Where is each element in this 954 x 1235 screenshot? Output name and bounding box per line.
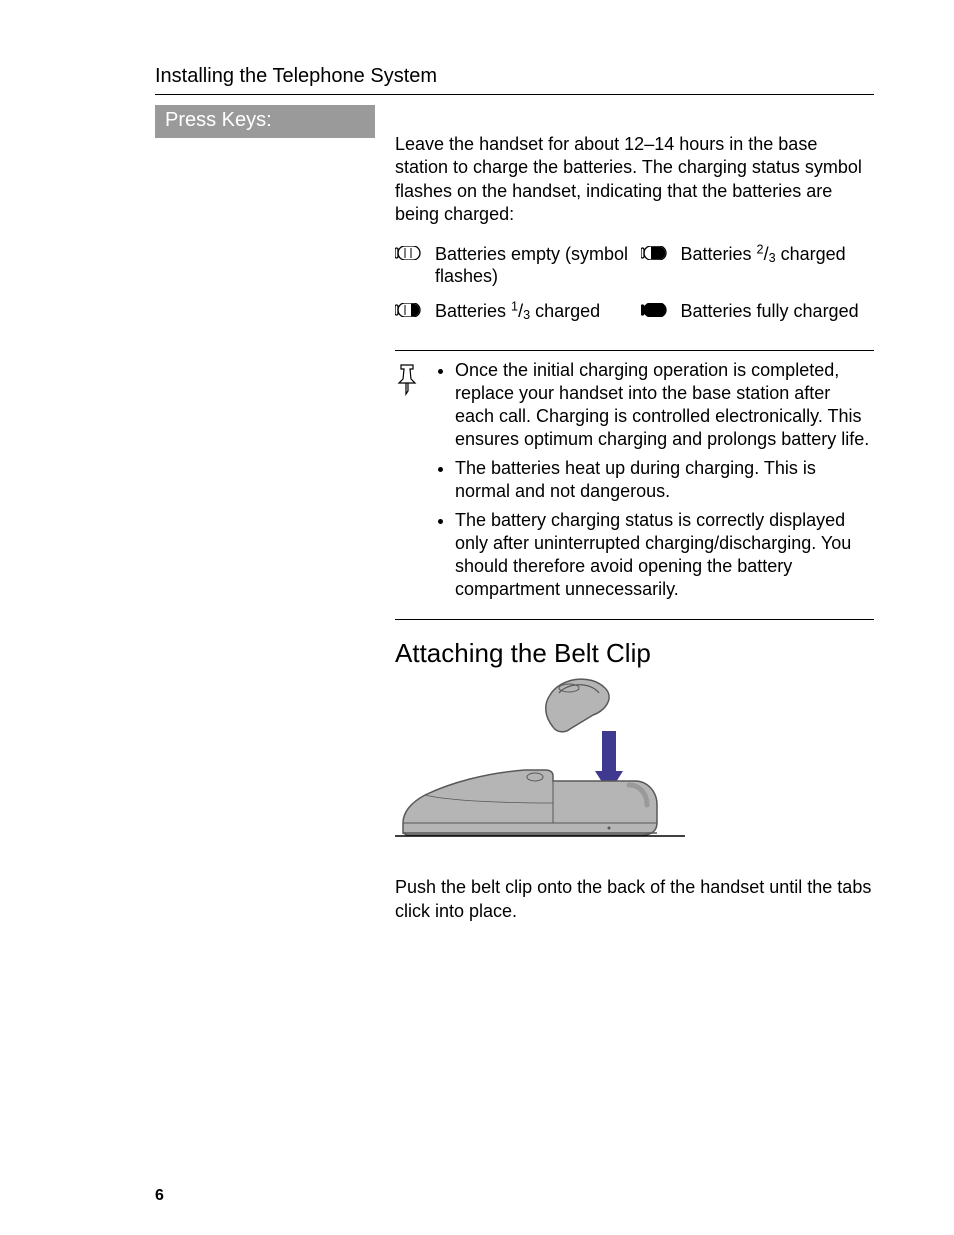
title-rule	[155, 94, 874, 95]
battery-empty-icon	[395, 243, 423, 288]
page: Installing the Telephone System Press Ke…	[0, 0, 954, 1235]
label-text-pre: Batteries	[435, 301, 511, 321]
pushpin-icon	[395, 359, 435, 607]
running-title: Installing the Telephone System	[155, 65, 874, 88]
sidebar-label: Press Keys:	[155, 105, 375, 138]
note-bottom-rule	[395, 619, 874, 620]
note-item: The batteries heat up during charging. T…	[455, 457, 874, 503]
fraction-den: 3	[769, 250, 776, 264]
note-item: Once the initial charging operation is c…	[455, 359, 874, 451]
battery-status-grid: Batteries empty (symbol flashes) Batteri…	[395, 243, 874, 323]
battery-two-thirds-icon	[641, 243, 669, 288]
fraction: 2/3	[757, 244, 776, 264]
belt-clip-shape	[546, 679, 609, 732]
label-text-post: charged	[776, 244, 846, 264]
battery-one-third-label: Batteries 1/3 charged	[435, 300, 629, 323]
section-heading: Attaching the Belt Clip	[395, 638, 874, 669]
fraction-num: 2	[757, 242, 764, 256]
two-column-layout: Press Keys: Leave the handset for about …	[155, 105, 874, 941]
label-text-post: charged	[530, 301, 600, 321]
note-item: The battery charging status is correctly…	[455, 509, 874, 601]
battery-two-thirds-label: Batteries 2/3 charged	[681, 243, 875, 288]
note-box: Once the initial charging operation is c…	[395, 351, 874, 619]
battery-full-icon	[641, 300, 669, 323]
label-text-pre: Batteries	[681, 244, 757, 264]
battery-full-label: Batteries fully charged	[681, 300, 875, 323]
belt-clip-figure	[395, 673, 874, 858]
fraction-num: 1	[511, 299, 518, 313]
battery-one-third-icon	[395, 300, 423, 323]
intro-paragraph: Leave the handset for about 12–14 hours …	[395, 133, 874, 227]
sidebar: Press Keys:	[155, 105, 375, 941]
main-content: Leave the handset for about 12–14 hours …	[375, 105, 874, 941]
battery-empty-label: Batteries empty (symbol flashes)	[435, 243, 629, 288]
note-list: Once the initial charging operation is c…	[435, 359, 874, 607]
belt-clip-caption: Push the belt clip onto the back of the …	[395, 876, 874, 923]
fraction: 1/3	[511, 301, 530, 321]
page-number: 6	[155, 1187, 164, 1205]
handset-shape	[403, 770, 657, 835]
